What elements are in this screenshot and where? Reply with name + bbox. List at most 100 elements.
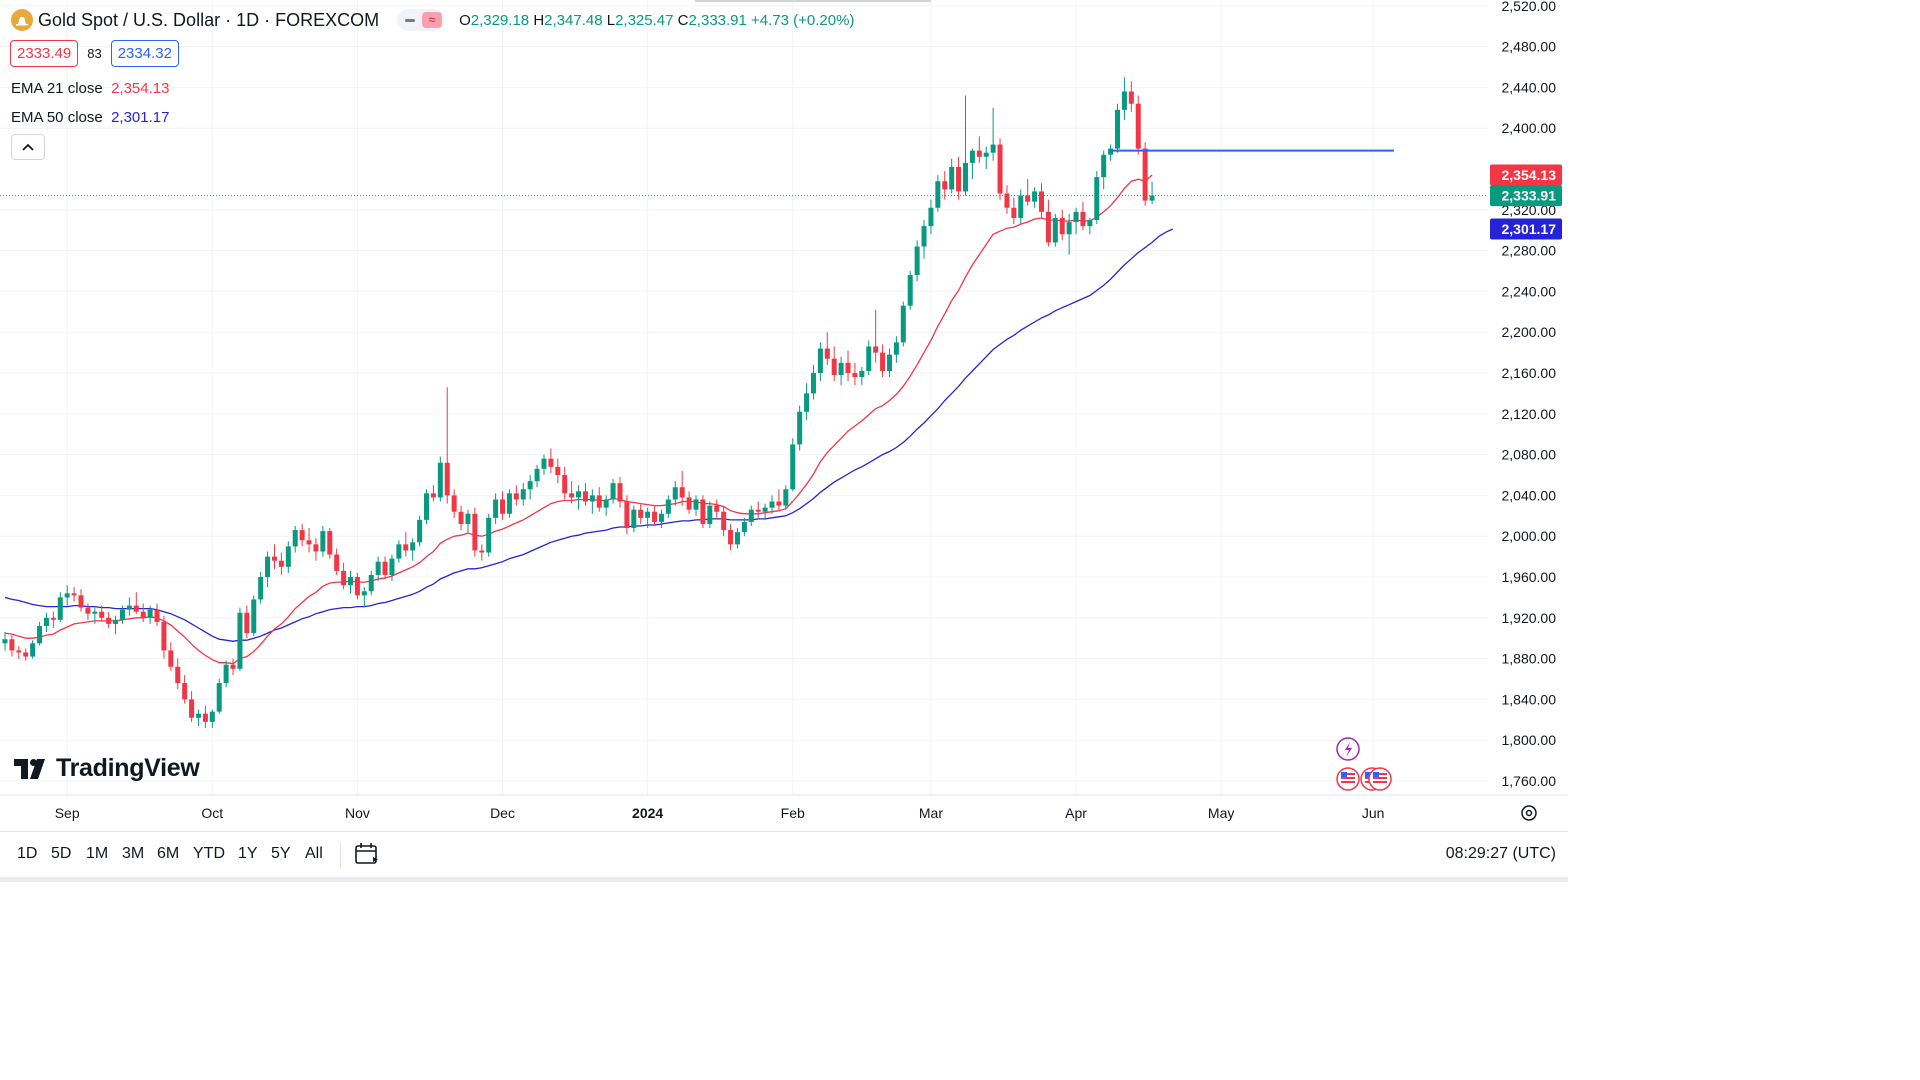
price-chart[interactable]: 1,760.00 1,800.00 1,840.00 1,880.00 1,920.00… — [0, 0, 1568, 882]
y-tick-label: 1,760.00 — [1502, 773, 1557, 789]
clock-timezone[interactable]: 08:29:27 (UTC) — [1445, 845, 1556, 862]
candle-body — [576, 491, 582, 498]
candle — [147, 605, 153, 624]
candle-body — [417, 519, 423, 543]
high-label: H — [533, 11, 545, 29]
candle-body — [182, 683, 188, 700]
collapse-legend-button[interactable] — [11, 134, 45, 160]
candle-body — [1073, 211, 1079, 223]
symbol-title[interactable]: Gold Spot / U.S. Dollar · 1D · FOREXCOM — [38, 9, 380, 30]
range-1d-button[interactable]: 1D — [17, 845, 38, 862]
range-1m-button[interactable]: 1M — [86, 845, 109, 862]
candle-body — [437, 462, 443, 498]
candle-body — [23, 652, 29, 657]
candle — [251, 595, 257, 637]
candle — [679, 470, 685, 506]
candle — [520, 483, 526, 506]
candle — [762, 503, 768, 520]
us-flag-event-icon[interactable] — [1336, 767, 1360, 791]
range-ytd-button[interactable]: YTD — [193, 845, 225, 862]
candle-body — [831, 358, 837, 376]
y-tick-label: 2,000.00 — [1502, 528, 1557, 544]
y-tick-label: 1,800.00 — [1502, 732, 1557, 748]
us-flag-event-icon[interactable] — [1368, 767, 1392, 791]
range-1y-button[interactable]: 1Y — [238, 845, 258, 862]
flag-stripe — [1341, 773, 1355, 775]
candle-body — [1101, 154, 1107, 178]
candle-body — [866, 346, 872, 371]
range-5d-button[interactable]: 5D — [51, 845, 72, 862]
candle — [43, 612, 49, 633]
candle-body — [686, 497, 692, 510]
candle — [113, 615, 119, 635]
lightning-event-icon[interactable] — [1336, 737, 1360, 761]
candle-body — [389, 558, 395, 575]
candle — [23, 648, 29, 661]
event-markers[interactable] — [1336, 737, 1392, 791]
candle-body — [707, 505, 713, 524]
candle — [997, 138, 1003, 200]
candle — [748, 505, 754, 526]
candle — [348, 570, 353, 594]
candle-body — [790, 444, 796, 490]
candle — [271, 544, 277, 569]
range-6m-button[interactable]: 6M — [157, 845, 180, 862]
axis-settings-gear-icon[interactable] — [1521, 805, 1537, 821]
candle — [30, 640, 36, 659]
ema21-legend[interactable]: EMA 21 close 2,354.13 — [11, 80, 169, 97]
series-visibility-toggle[interactable]: ≈ — [397, 9, 446, 31]
tradingview-logo[interactable]: TradingView — [14, 754, 200, 783]
candle-body — [230, 664, 236, 669]
candle — [983, 146, 989, 169]
candle — [900, 301, 906, 347]
candle — [596, 487, 602, 512]
compare-waves-icon[interactable]: ≈ — [422, 12, 443, 28]
ema21-value: 2,354.13 — [111, 80, 170, 97]
x-tick-label: Dec — [490, 805, 515, 821]
range-5y-button[interactable]: 5Y — [271, 845, 291, 862]
price-label-box — [1490, 218, 1562, 240]
flag-stripe — [1341, 781, 1355, 783]
candle — [1045, 199, 1051, 247]
candle — [1108, 144, 1114, 161]
candle-body — [852, 373, 858, 378]
candle-body — [582, 491, 588, 502]
candle-body — [513, 493, 519, 500]
hide-series-icon[interactable] — [401, 12, 420, 28]
candle — [721, 505, 727, 537]
candle-body — [610, 483, 616, 500]
price-label-box — [1490, 185, 1562, 207]
candle-body — [506, 493, 512, 514]
candle-body — [299, 530, 305, 541]
candle — [237, 607, 243, 671]
ema50-legend[interactable]: EMA 50 close 2,301.17 — [11, 109, 169, 126]
candle — [645, 507, 651, 529]
candle — [1121, 77, 1127, 121]
close-value: 2,333.91 — [688, 11, 747, 29]
candle — [444, 387, 450, 504]
candle-body — [479, 550, 485, 553]
candle-body — [9, 639, 15, 651]
sell-price-button[interactable]: 2333.49 — [10, 40, 79, 67]
date-range-calendar-icon[interactable] — [354, 842, 380, 871]
candle-body — [223, 664, 229, 684]
candle-body — [458, 511, 464, 524]
candle — [631, 505, 637, 533]
candle-body — [50, 617, 56, 620]
candle — [907, 271, 913, 310]
candle-body — [382, 561, 388, 575]
candle-body — [969, 150, 975, 163]
candle-body — [624, 501, 630, 529]
candle — [126, 597, 132, 616]
candle — [285, 541, 291, 573]
buy-price-button[interactable]: 2334.32 — [110, 40, 179, 67]
candle-body — [1045, 211, 1051, 243]
candle-body — [1087, 220, 1093, 227]
candle — [1018, 189, 1024, 225]
range-all-button[interactable]: All — [305, 845, 323, 862]
candle-body — [113, 619, 119, 624]
candle — [1066, 213, 1072, 255]
candle-body — [2, 639, 8, 644]
candle-body — [154, 609, 160, 622]
range-3m-button[interactable]: 3M — [122, 845, 145, 862]
